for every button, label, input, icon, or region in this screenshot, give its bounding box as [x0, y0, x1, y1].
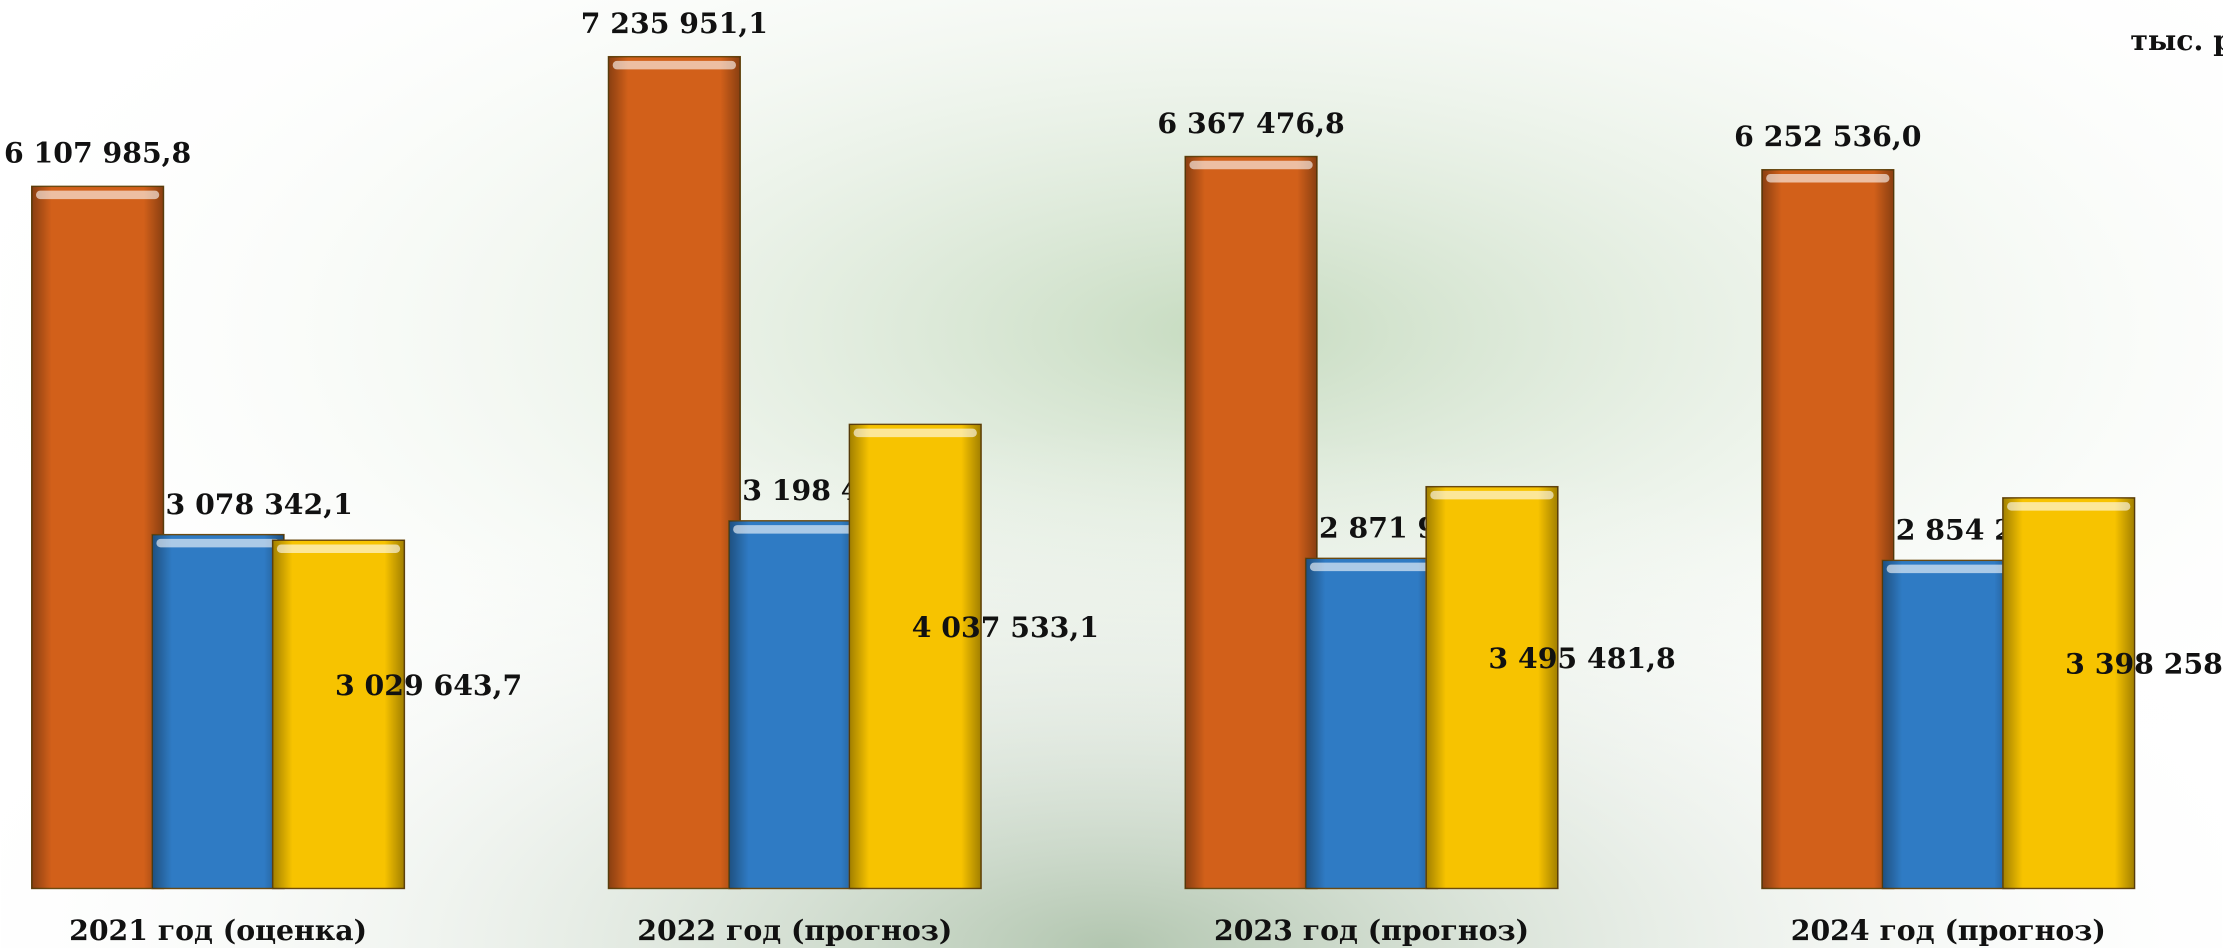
data-label: 6 367 476,8: [1157, 106, 1344, 140]
data-label: 6 107 985,8: [4, 136, 191, 170]
bar-shade: [152, 535, 284, 889]
bar-highlight: [733, 525, 856, 534]
bar-highlight: [1887, 565, 2010, 574]
bar-highlight: [36, 191, 159, 200]
bar-highlight: [854, 429, 977, 438]
bar-shade: [1762, 170, 1894, 889]
bar-highlight: [1189, 161, 1312, 170]
bar-shade: [1185, 157, 1317, 889]
x-tick-label: 2024 год (прогноз): [1791, 913, 2106, 947]
bar-shade: [1306, 558, 1438, 888]
x-tick-label: 2022 год (прогноз): [637, 913, 952, 947]
unit-label: тыс. р: [2130, 23, 2223, 57]
bar-highlight: [613, 61, 736, 70]
bar-shade: [849, 424, 981, 888]
bar-shade: [1426, 487, 1558, 889]
page: тыс. р 2021 год (оценка) 2022 год (прогно…: [0, 0, 2223, 948]
bar-shade: [2003, 498, 2135, 889]
bar-highlight: [277, 544, 400, 553]
bar-highlight: [1310, 563, 1433, 572]
bar-highlight: [1430, 491, 1553, 500]
x-tick-label: 2021 год (оценка): [69, 913, 367, 947]
bar-highlight: [2007, 502, 2130, 511]
data-label: 6 252 536,0: [1734, 119, 1921, 153]
data-label: 7 235 951,1: [581, 6, 768, 40]
bar-shade: [1882, 560, 2014, 888]
data-label: 3 398 258,0: [2065, 647, 2223, 681]
bar-highlight: [1766, 174, 1889, 183]
bar-shade: [729, 521, 861, 889]
bar-shade: [32, 186, 164, 888]
bar-shade: [608, 57, 740, 889]
chart: тыс. р 2021 год (оценка) 2022 год (прогно…: [0, 0, 2223, 948]
data-label: 4 037 533,1: [912, 610, 1099, 644]
x-tick-label: 2023 год (прогноз): [1214, 913, 1529, 947]
data-label: 3 495 481,8: [1488, 641, 1675, 675]
bar-shade: [273, 540, 405, 888]
data-label: 3 078 342,1: [166, 487, 353, 521]
bar-highlight: [156, 539, 279, 548]
data-label: 3 029 643,7: [335, 668, 522, 702]
